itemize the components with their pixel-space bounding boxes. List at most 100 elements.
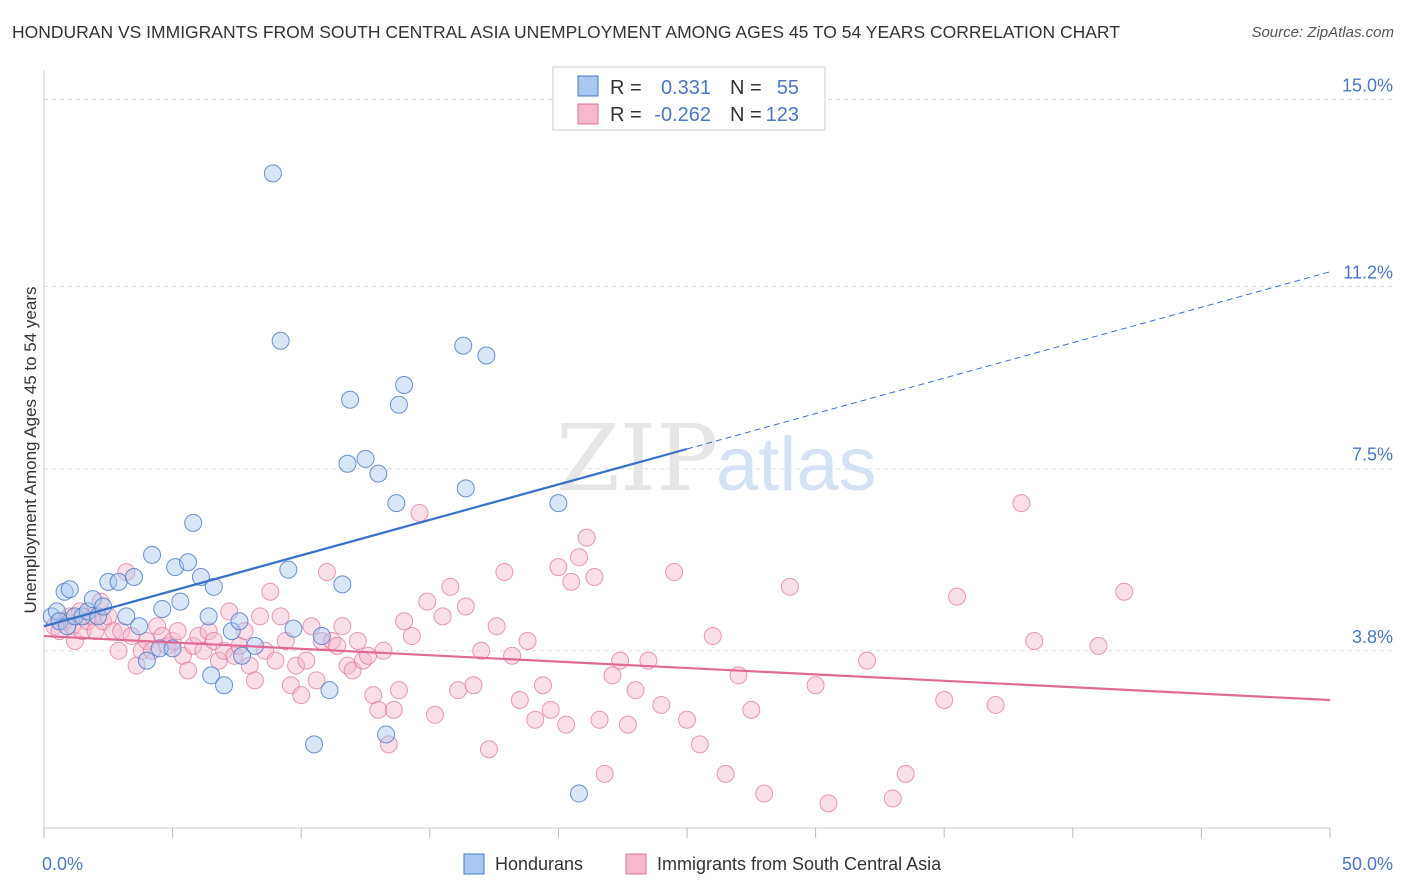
point-immigrants-106 <box>678 710 696 729</box>
point-hondurans-54 <box>549 494 568 513</box>
point-hondurans-52 <box>456 479 475 498</box>
point-immigrants-38 <box>225 646 244 665</box>
point-immigrants-114 <box>806 676 825 695</box>
point-hondurans-5 <box>60 580 79 599</box>
point-hondurans-48 <box>387 494 406 513</box>
point-hondurans-39 <box>305 735 324 754</box>
point-hondurans-46 <box>369 464 388 483</box>
point-immigrants-96 <box>585 567 604 586</box>
legend-n-label-2: N = <box>730 104 762 126</box>
point-hondurans-50 <box>395 376 414 395</box>
point-immigrants-80 <box>464 676 483 695</box>
point-immigrants-87 <box>518 631 537 650</box>
point-immigrants-66 <box>369 700 388 719</box>
point-hondurans-33 <box>233 646 252 665</box>
legend-swatch-immigrants <box>577 103 599 125</box>
point-immigrants-29 <box>179 661 198 680</box>
point-immigrants-89 <box>533 676 552 695</box>
point-immigrants-50 <box>287 656 306 675</box>
watermark-atlas: atlas <box>716 422 877 507</box>
series-legend: Hondurans Immigrants from South Central … <box>463 853 942 875</box>
point-hondurans-35 <box>263 164 282 183</box>
point-immigrants-95 <box>577 528 596 547</box>
trend-hondurans-projection <box>686 271 1331 450</box>
series-immigrants-points <box>45 494 1134 813</box>
legend-n-value-2: 123 <box>766 104 799 126</box>
bottom-legend-swatch-immigrants <box>625 853 647 875</box>
point-hondurans-27 <box>199 607 218 626</box>
point-hondurans-12 <box>99 572 118 591</box>
point-immigrants-90 <box>541 700 560 719</box>
legend-r-label-2: R = <box>610 104 642 126</box>
point-immigrants-115 <box>819 794 838 813</box>
point-immigrants-72 <box>402 627 421 646</box>
point-hondurans-44 <box>341 390 360 409</box>
point-immigrants-99 <box>603 666 622 685</box>
point-hondurans-45 <box>356 449 375 468</box>
point-hondurans-51 <box>454 336 473 355</box>
y-tick-label-0: 3.8% <box>1352 627 1393 647</box>
legend-r-label-1: R = <box>610 77 642 99</box>
point-hondurans-3 <box>55 582 74 601</box>
point-immigrants-59 <box>333 617 352 636</box>
trend-lines <box>43 271 1331 702</box>
point-hondurans-30 <box>215 676 234 695</box>
legend-n-label-1: N = <box>730 77 762 99</box>
point-hondurans-13 <box>109 572 128 591</box>
point-immigrants-27 <box>168 622 187 641</box>
chart-source: Source: ZipAtlas.com <box>1251 24 1394 41</box>
point-hondurans-41 <box>320 681 339 700</box>
point-immigrants-77 <box>441 577 460 596</box>
point-hondurans-32 <box>230 612 249 631</box>
point-hondurans-18 <box>143 545 162 564</box>
point-immigrants-52 <box>297 651 316 670</box>
point-immigrants-92 <box>557 715 576 734</box>
point-immigrants-85 <box>503 646 522 665</box>
y-axis-label: Unemployment Among Ages 45 to 54 years <box>21 287 40 614</box>
point-hondurans-25 <box>184 513 203 532</box>
point-immigrants-15 <box>109 641 128 660</box>
point-immigrants-67 <box>374 641 393 660</box>
x-tick-labels: 0.0% 50.0% <box>42 854 1393 874</box>
bottom-legend-swatch-hondurans <box>463 853 485 875</box>
y-tick-label-2: 11.2% <box>1343 263 1393 283</box>
point-immigrants-109 <box>716 764 735 783</box>
point-hondurans-14 <box>117 607 136 626</box>
point-hondurans-20 <box>153 599 172 618</box>
point-hondurans-36 <box>271 331 290 350</box>
point-immigrants-94 <box>569 548 588 567</box>
point-immigrants-62 <box>348 631 367 650</box>
y-tick-label-3: 15.0% <box>1342 76 1393 96</box>
watermark-zip: ZIP <box>556 405 718 512</box>
point-immigrants-111 <box>742 700 761 719</box>
point-immigrants-79 <box>456 597 475 616</box>
point-immigrants-105 <box>665 563 684 582</box>
point-immigrants-83 <box>487 617 506 636</box>
point-immigrants-102 <box>626 681 645 700</box>
point-immigrants-81 <box>472 641 491 660</box>
point-immigrants-43 <box>251 607 270 626</box>
point-immigrants-33 <box>199 622 218 641</box>
trend-hondurans <box>43 447 688 628</box>
point-hondurans-24 <box>179 553 198 572</box>
point-hondurans-16 <box>130 617 149 636</box>
point-immigrants-116 <box>858 651 877 670</box>
point-immigrants-20 <box>132 641 151 660</box>
point-immigrants-51 <box>292 686 311 705</box>
point-hondurans-55 <box>569 784 588 803</box>
point-immigrants-118 <box>896 764 915 783</box>
point-immigrants-74 <box>418 592 437 611</box>
grid-lines <box>44 99 1392 652</box>
point-immigrants-86 <box>510 691 529 710</box>
point-immigrants-123 <box>1025 631 1044 650</box>
point-hondurans-21 <box>163 639 182 658</box>
trend-immigrants <box>43 634 1331 702</box>
point-immigrants-47 <box>271 607 290 626</box>
y-tick-label-1: 7.5% <box>1352 445 1393 465</box>
point-immigrants-42 <box>245 671 264 690</box>
point-hondurans-19 <box>150 639 169 658</box>
point-immigrants-120 <box>948 587 967 606</box>
point-hondurans-23 <box>171 592 190 611</box>
point-immigrants-113 <box>780 577 799 596</box>
point-immigrants-117 <box>883 789 902 808</box>
